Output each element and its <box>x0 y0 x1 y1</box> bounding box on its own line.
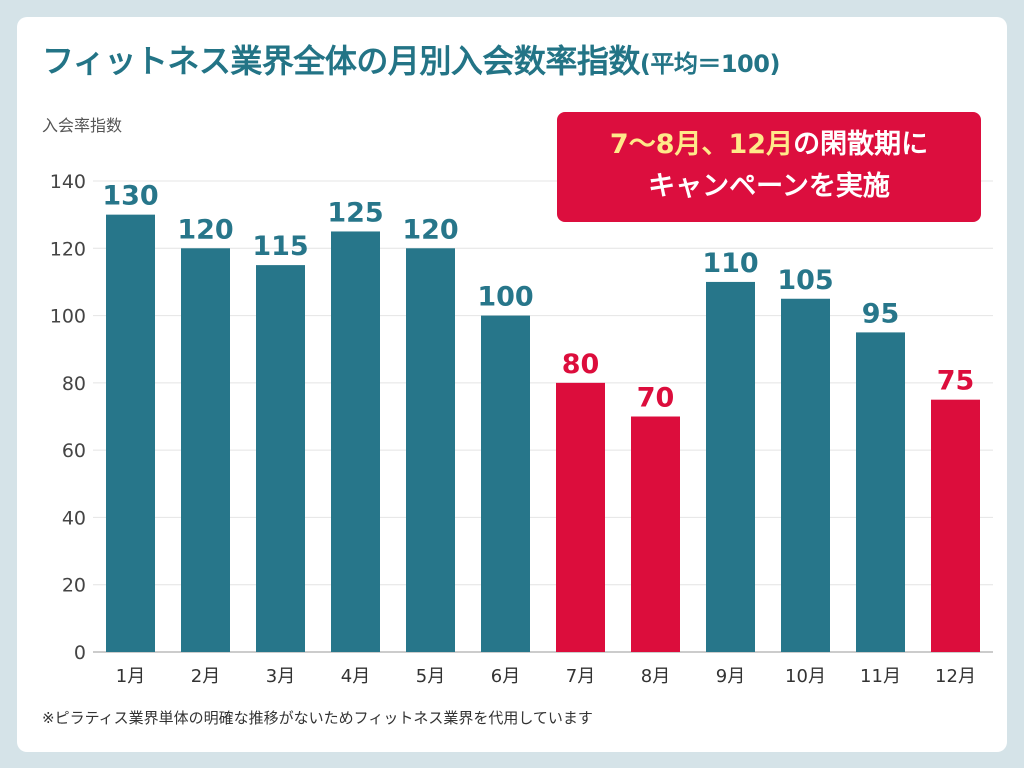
annotation-box: 7〜8月、12月の閑散期に キャンペーンを実施 <box>557 112 981 222</box>
bar <box>106 214 155 652</box>
annotation-text: の閑散期に <box>793 129 929 160</box>
y-tick-label: 20 <box>62 575 86 597</box>
data-label: 130 <box>102 181 158 212</box>
x-tick-label: 1月 <box>116 666 145 687</box>
x-tick-label: 9月 <box>716 666 745 687</box>
data-label: 105 <box>777 265 833 296</box>
bar <box>631 416 680 652</box>
y-tick-label: 120 <box>50 238 86 260</box>
data-label: 80 <box>562 349 600 380</box>
data-label: 115 <box>252 231 308 262</box>
bar <box>706 281 755 652</box>
chart-title: フィットネス業界全体の月別入会数率指数(平均＝100) <box>42 36 780 82</box>
x-tick-label: 11月 <box>860 666 901 687</box>
annotation-line2: キャンペーンを実施 <box>648 171 890 202</box>
x-tick-label: 10月 <box>785 666 826 687</box>
bar <box>331 231 380 652</box>
data-label: 95 <box>862 298 900 329</box>
x-tick-label: 12月 <box>935 666 976 687</box>
bar <box>781 298 830 652</box>
bar <box>856 332 905 652</box>
y-tick-label: 60 <box>62 440 86 462</box>
x-tick-label: 4月 <box>341 666 370 687</box>
data-label: 120 <box>177 214 233 245</box>
y-tick-label: 0 <box>74 642 86 664</box>
x-tick-label: 2月 <box>191 666 220 687</box>
bar <box>481 315 530 652</box>
y-tick-label: 100 <box>50 306 86 328</box>
x-tick-label: 5月 <box>416 666 445 687</box>
data-label: 75 <box>937 366 975 397</box>
data-label: 110 <box>702 248 758 279</box>
data-label: 120 <box>402 214 458 245</box>
x-tick-label: 3月 <box>266 666 295 687</box>
data-label: 100 <box>477 282 533 313</box>
y-tick-label: 80 <box>62 373 86 395</box>
bar <box>931 399 980 652</box>
y-tick-label: 140 <box>50 171 86 193</box>
bar <box>181 248 230 653</box>
x-tick-label: 7月 <box>566 666 595 687</box>
footnote: ※ピラティス業界単体の明確な推移がないためフィットネス業界を代用しています <box>42 709 593 727</box>
data-label: 125 <box>327 197 383 228</box>
bar <box>406 248 455 653</box>
x-tick-label: 6月 <box>491 666 520 687</box>
annotation-highlight: 7〜8月、12月 <box>609 129 794 160</box>
y-tick-label: 40 <box>62 507 86 529</box>
bar <box>256 265 305 652</box>
bar <box>556 382 605 652</box>
data-label: 70 <box>637 383 675 414</box>
y-axis-label: 入会率指数 <box>42 116 123 135</box>
title-main: フィットネス業界全体の月別入会数率指数 <box>42 42 640 80</box>
title-suffix: (平均＝100) <box>639 50 781 78</box>
x-tick-label: 8月 <box>641 666 670 687</box>
